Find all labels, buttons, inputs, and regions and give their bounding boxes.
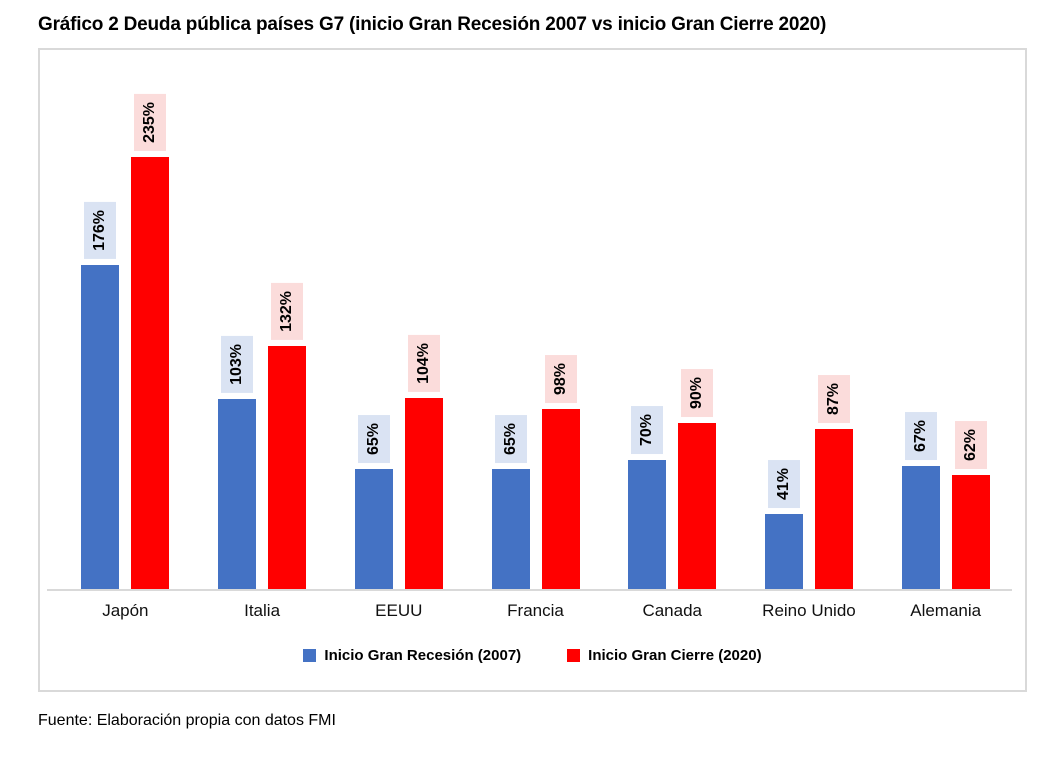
- bar: [81, 265, 120, 589]
- bar-pair: 70% 90%: [628, 368, 717, 589]
- x-axis-category-label: Japón: [102, 601, 149, 620]
- x-axis-line: [47, 589, 1012, 591]
- x-axis-labels: Japón Italia EEUU Francia Canada Reino Unido A…: [40, 601, 1025, 621]
- x-axis-category-label: Canada: [642, 601, 703, 620]
- bar-value-label: 103%: [221, 336, 254, 393]
- bar: [764, 514, 803, 589]
- bar-group: 70% 90%: [604, 50, 741, 589]
- bar-group: 103% 132%: [194, 50, 331, 589]
- bar-slot: 65%: [491, 414, 530, 589]
- bar-value-label: 62%: [954, 420, 987, 469]
- bar: [541, 409, 580, 589]
- chart-plot-frame: 176% 235% 103% 132% 65% 104% 65% 98% 70% 90% 41% 87…: [38, 48, 1027, 692]
- bar-value-label: 87%: [817, 374, 850, 423]
- bar-group: 41% 87%: [741, 50, 878, 589]
- legend-swatch: [303, 649, 317, 662]
- bar-value-label: 104%: [407, 335, 440, 392]
- bar-slot: 67%: [901, 411, 940, 589]
- bar-pair: 65% 98%: [491, 354, 580, 589]
- bar-value-label: 41%: [767, 459, 800, 508]
- bar: [404, 398, 443, 589]
- bar: [951, 475, 990, 589]
- bar-value-label: 65%: [494, 414, 527, 463]
- bar-value-label: 176%: [84, 202, 117, 259]
- bar-value-label: 132%: [271, 283, 304, 340]
- bar: [901, 466, 940, 589]
- bar-pair: 103% 132%: [218, 283, 307, 589]
- bar-group: 65% 98%: [467, 50, 604, 589]
- bar-pair: 41% 87%: [764, 374, 853, 589]
- bar-slot: 98%: [541, 354, 580, 589]
- bar-slot: 41%: [764, 459, 803, 589]
- x-axis-category-label: Italia: [244, 601, 281, 620]
- bar-slot: 176%: [81, 202, 120, 589]
- legend-swatch: [567, 649, 581, 662]
- bar-pair: 176% 235%: [81, 94, 170, 589]
- bar-group: 67% 62%: [877, 50, 1014, 589]
- bar: [678, 423, 717, 589]
- bar-slot: 62%: [951, 420, 990, 589]
- bar-slot: 70%: [628, 405, 667, 589]
- legend-label: Inicio Gran Recesión (2007): [324, 647, 522, 664]
- x-axis-category-label: Reino Unido: [762, 601, 856, 620]
- bar: [354, 469, 393, 589]
- bar: [218, 399, 257, 589]
- x-axis-category-label: Alemania: [910, 601, 982, 620]
- bar-value-label: 98%: [544, 354, 577, 403]
- x-axis-category-label: EEUU: [375, 601, 423, 620]
- bar: [131, 157, 170, 589]
- legend: Inicio Gran Recesión (2007) Inicio Gran C…: [40, 647, 1025, 664]
- bar-pair: 67% 62%: [901, 411, 990, 589]
- plot-area: 176% 235% 103% 132% 65% 104% 65% 98% 70% 90% 41% 87…: [40, 50, 1025, 589]
- bar-slot: 87%: [814, 374, 853, 589]
- bar: [628, 460, 667, 589]
- legend-item: Inicio Gran Recesión (2007): [303, 647, 521, 664]
- bar-value-label: 90%: [681, 368, 714, 417]
- bar-slot: 104%: [404, 335, 443, 589]
- bar-slot: 90%: [678, 368, 717, 589]
- legend-label: Inicio Gran Cierre (2020): [588, 647, 762, 664]
- bar-slot: 235%: [131, 94, 170, 589]
- bar: [491, 469, 530, 589]
- bar-slot: 103%: [218, 336, 257, 589]
- bar-group: 65% 104%: [330, 50, 467, 589]
- bar-value-label: 235%: [134, 94, 167, 151]
- bar: [814, 429, 853, 589]
- chart-title: Gráfico 2 Deuda pública países G7 (inici…: [38, 14, 827, 35]
- bar-value-label: 67%: [904, 411, 937, 460]
- bar-pair: 65% 104%: [354, 335, 443, 589]
- x-axis-category-label: Francia: [507, 601, 564, 620]
- bar-value-label: 70%: [631, 405, 664, 454]
- legend-item: Inicio Gran Cierre (2020): [567, 647, 762, 664]
- bar-slot: 65%: [354, 414, 393, 589]
- source-note: Fuente: Elaboración propia con datos FMI: [38, 712, 336, 729]
- bar-slot: 132%: [268, 283, 307, 589]
- bar: [268, 346, 307, 589]
- bar-value-label: 65%: [357, 414, 390, 463]
- bar-group: 176% 235%: [57, 50, 194, 589]
